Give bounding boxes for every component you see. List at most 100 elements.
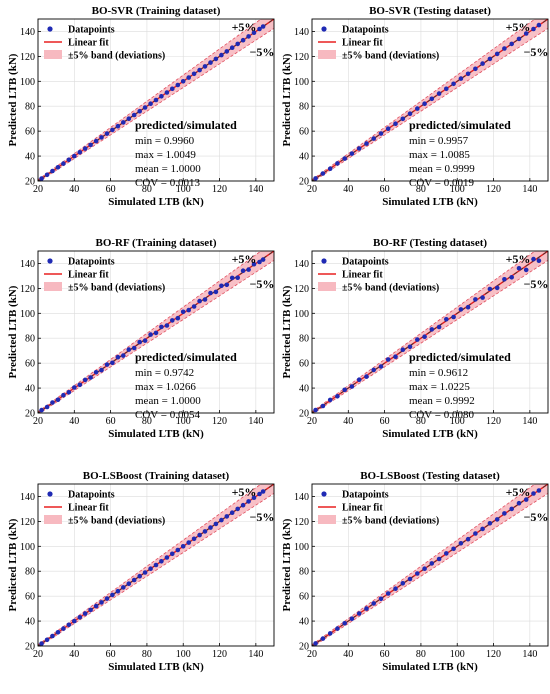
datapoint — [407, 344, 413, 350]
axes-frame — [311, 250, 549, 414]
datapoint — [371, 601, 377, 606]
datapoint — [494, 51, 500, 57]
datapoint — [93, 370, 99, 375]
x-axis-label: Simulated LTB (kN) — [382, 196, 478, 208]
x-tick-label: 80 — [416, 416, 426, 427]
datapoint — [378, 364, 384, 369]
datapoint — [393, 121, 398, 126]
datapoint — [61, 392, 66, 398]
datapoint — [364, 606, 369, 611]
datapoint — [240, 37, 246, 43]
stats-annotation: predicted/simulated min = 0.9957 max = 1.0… — [409, 118, 511, 189]
legend-label-linear-fit: Linear fit — [68, 270, 109, 281]
y-tick-label: 120 — [294, 52, 309, 63]
y-tick-label: 100 — [294, 542, 309, 553]
x-tick-label: 100 — [450, 649, 465, 660]
y-tick-label: 60 — [25, 127, 35, 138]
datapoint — [235, 275, 240, 281]
datapoint — [55, 165, 61, 170]
datapoint — [246, 267, 251, 272]
datapoint — [104, 596, 110, 601]
datapoint — [186, 307, 191, 313]
datapoint — [77, 150, 83, 155]
datapoint — [356, 611, 362, 616]
y-tick-label: 80 — [25, 567, 35, 578]
datapoint — [473, 66, 478, 72]
datapoint — [180, 309, 186, 315]
datapoint — [72, 153, 77, 159]
datapoint — [170, 86, 175, 92]
legend-marker-band — [318, 282, 336, 291]
x-tick-label: 120 — [212, 184, 227, 195]
y-tick-label: 20 — [299, 177, 309, 188]
datapoint — [186, 540, 191, 545]
datapoint — [240, 268, 246, 274]
datapoint — [153, 562, 159, 568]
stats-heading: predicted/simulated — [135, 118, 237, 132]
datapoint — [142, 105, 148, 110]
datapoint — [422, 101, 427, 106]
datapoint — [44, 404, 50, 410]
datapoint — [115, 588, 121, 594]
x-tick-label: 40 — [343, 184, 353, 195]
datapoint — [191, 304, 197, 309]
band-upper-edge — [312, 251, 536, 413]
legend-label-datapoints: Datapoints — [342, 257, 389, 268]
datapoint — [313, 407, 318, 413]
datapoint — [385, 591, 391, 596]
x-tick-label: 140 — [522, 416, 537, 427]
datapoint — [494, 285, 500, 291]
datapoint — [55, 397, 61, 403]
stats-line: mean = 1.0000 — [135, 395, 201, 407]
datapoint — [44, 637, 50, 643]
datapoint — [50, 633, 55, 639]
band-label-lower: −5% — [524, 45, 549, 59]
datapoint — [148, 101, 153, 106]
datapoint — [407, 111, 413, 116]
x-tick-label: 80 — [142, 416, 152, 427]
datapoint — [99, 600, 104, 605]
datapoint — [422, 334, 427, 340]
datapoint — [229, 45, 235, 50]
datapoint — [55, 630, 61, 635]
datapoint — [175, 547, 181, 553]
stats-line: COV = 0.0080 — [409, 409, 474, 421]
chart-panel-2: 20 40 60 80 100 120 140 20 40 60 80 100 120 140 BO-SVR… — [281, 5, 549, 208]
datapoint — [516, 500, 522, 506]
datapoint — [240, 502, 246, 508]
datapoint — [356, 146, 362, 151]
y-tick-label: 80 — [25, 102, 35, 113]
datapoint — [415, 337, 420, 342]
band-lower-edge — [39, 28, 274, 181]
datapoint — [378, 596, 384, 602]
datapoint — [50, 168, 55, 174]
datapoint — [131, 112, 137, 118]
datapoint — [313, 176, 318, 181]
datapoint — [473, 531, 478, 536]
datapoint — [523, 31, 529, 36]
datapoint — [110, 127, 115, 133]
datapoint — [88, 142, 93, 148]
datapoint — [531, 256, 536, 262]
x-tick-label: 80 — [416, 184, 426, 195]
stats-annotation: predicted/simulated min = 0.9960 max = 1.0… — [135, 118, 237, 189]
legend-marker-band — [44, 50, 62, 59]
datapoint — [407, 576, 413, 582]
datapoint — [487, 521, 493, 526]
stats-line: mean = 0.9999 — [409, 163, 475, 175]
datapoint — [170, 318, 175, 323]
datapoint — [257, 491, 262, 497]
y-tick-label: 100 — [20, 309, 35, 320]
datapoint — [159, 94, 164, 99]
y-tick-label: 60 — [25, 592, 35, 603]
datapoint — [121, 120, 126, 125]
y-tick-label: 140 — [294, 492, 309, 503]
datapoint — [393, 586, 398, 591]
datapoint — [320, 171, 326, 176]
x-tick-label: 40 — [343, 649, 353, 660]
y-tick-label: 120 — [294, 284, 309, 295]
axes-frame — [311, 483, 549, 647]
y-tick-label: 80 — [25, 334, 35, 345]
datapoint — [164, 90, 170, 95]
x-tick-label: 80 — [142, 184, 152, 195]
